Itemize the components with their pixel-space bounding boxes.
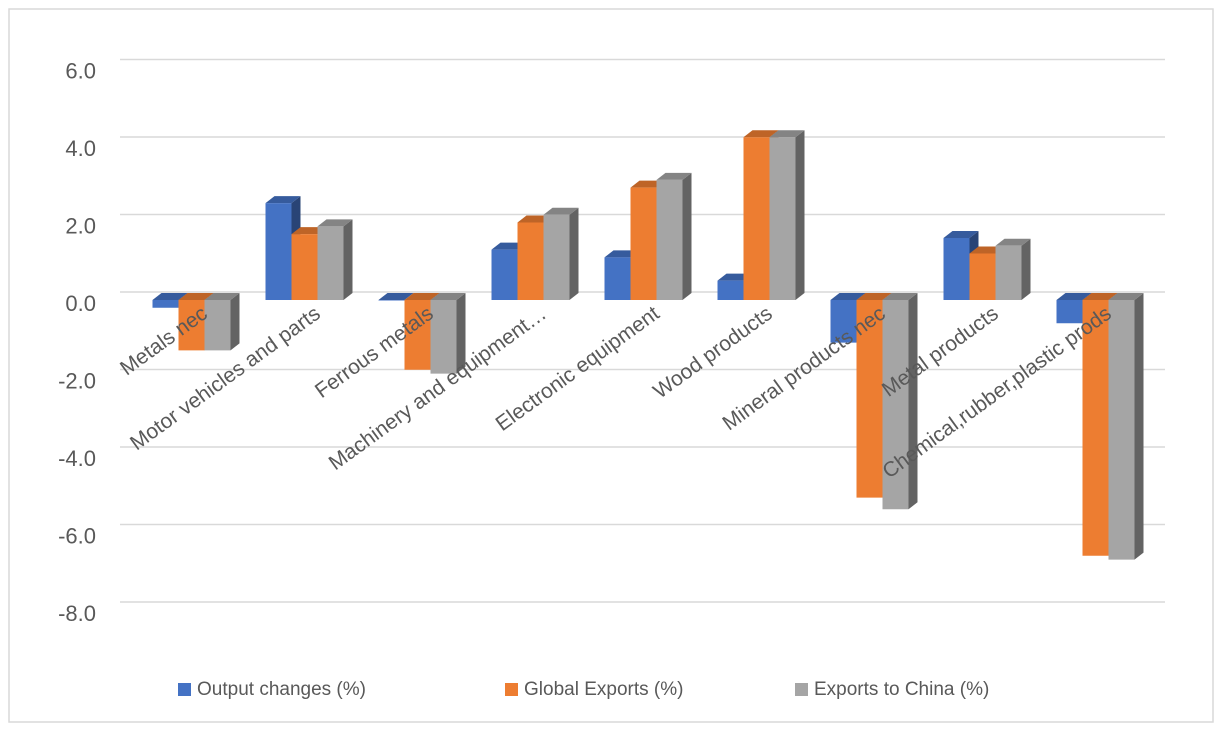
bar [969,253,996,300]
legend-swatch [795,683,808,696]
bar-side [682,172,692,300]
legend-label: Global Exports (%) [524,679,683,700]
bar-side [456,293,466,374]
bar-top [1082,293,1118,300]
bar-top [543,207,579,215]
bar [656,179,683,300]
bar [882,300,909,510]
bar-top [152,293,188,300]
bar [430,300,457,374]
y-tick-label: -2.0 [58,368,96,393]
bar [995,245,1022,300]
bar [743,137,770,300]
bar-top [995,238,1031,246]
bar [517,222,544,300]
bar [291,234,318,300]
legend-label: Output changes (%) [197,679,366,700]
bar [943,238,970,300]
bar [1056,300,1083,324]
bar [604,257,631,300]
bar-top [178,293,214,300]
bar [830,300,857,343]
legend-swatch [505,683,518,696]
bar-side [1134,293,1144,560]
y-tick-label: 0.0 [65,291,96,316]
bar-top [769,130,805,138]
bar-top [656,172,692,180]
bar [1108,300,1135,560]
bar-top [830,293,866,300]
y-tick-label: 4.0 [65,136,96,161]
bar [317,226,344,300]
bar [404,300,431,370]
bar [491,249,518,300]
bar-top [856,293,892,300]
bar-side [908,293,918,510]
bar-side [1021,238,1031,300]
bar-top [404,293,440,300]
bar-side [795,130,805,300]
bar-top [943,231,979,238]
bars [152,130,1144,560]
y-tick-label: 2.0 [65,213,96,238]
legend-label: Exports to China (%) [814,679,989,700]
bar [204,300,231,351]
bar-top [204,293,240,300]
legend-item: Global Exports (%) [505,679,683,700]
bar-top [743,130,779,138]
bar-top [882,293,918,300]
bar [378,300,405,301]
bar-side [230,293,240,351]
legend-swatch [178,683,191,696]
bar [265,203,292,300]
y-tick-label: -8.0 [58,601,96,626]
legend-item: Output changes (%) [178,679,366,700]
chart-border [8,8,1214,723]
bar [717,280,744,300]
bar-top [378,293,414,300]
bar-top [317,219,353,227]
bar-top [1056,293,1092,300]
y-tick-label: -4.0 [58,446,96,471]
bar-side [343,219,353,300]
bar [178,300,205,351]
y-tick-label: 6.0 [65,58,96,83]
bar-top [1108,293,1144,300]
y-tick-label: -6.0 [58,523,96,548]
bar-top [430,293,466,300]
bar-top [265,196,301,204]
bar [630,187,657,300]
bar-side [569,207,579,300]
bar [543,214,570,300]
bar [856,300,883,498]
bar [769,137,796,300]
bar [1082,300,1109,556]
bar [152,300,179,308]
legend-item: Exports to China (%) [795,679,989,700]
